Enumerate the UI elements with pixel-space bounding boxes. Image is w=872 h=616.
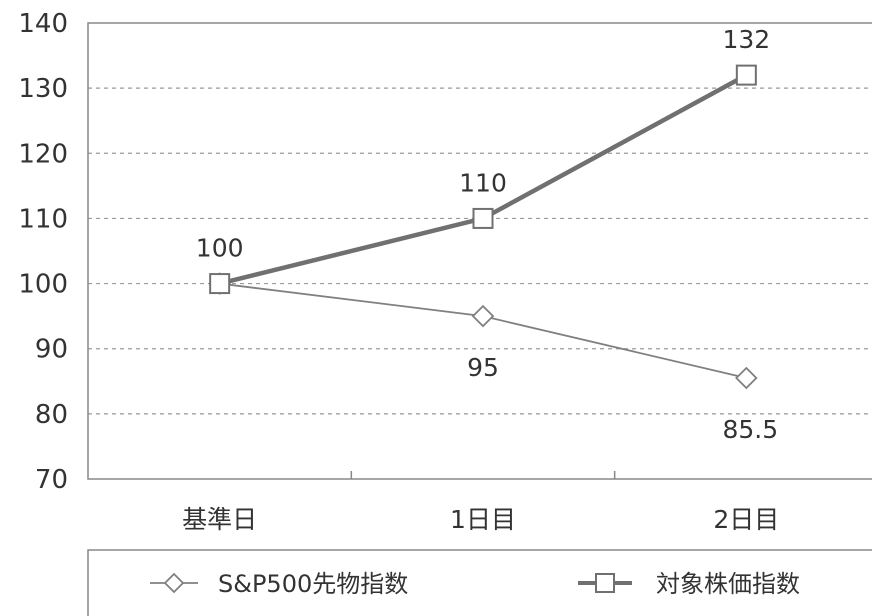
y-tick-label: 110 <box>18 204 68 234</box>
data-label-sp500: 95 <box>467 353 499 382</box>
legend-box <box>87 549 872 616</box>
data-label-target-index: 100 <box>196 234 244 263</box>
plot-frame <box>87 22 872 480</box>
y-tick-label: 70 <box>35 465 68 495</box>
y-tick-label: 90 <box>35 335 68 365</box>
data-label-target-index: 110 <box>459 168 507 197</box>
legend-label-sp500: S&P500先物指数 <box>218 570 408 598</box>
x-tick-label: 2日目 <box>713 505 779 534</box>
y-tick-label: 130 <box>18 74 68 104</box>
data-point-diamond <box>471 304 495 328</box>
y-tick-label: 80 <box>35 400 68 430</box>
legend: S&P500先物指数 対象株価指数 <box>87 549 872 616</box>
legend-item-target-index: 対象株価指数 <box>578 570 800 598</box>
legend-marker-diamond-icon <box>163 572 185 594</box>
y-axis: 70 80 90 100 110 120 130 140 <box>18 9 68 495</box>
x-tick-label: 基準日 <box>182 505 257 534</box>
y-tick-label: 140 <box>18 9 68 39</box>
data-point-square <box>472 207 494 229</box>
legend-item-sp500: S&P500先物指数 <box>150 570 408 598</box>
x-axis: 基準日 1日目 2日目 <box>182 471 779 534</box>
x-tick-label: 1日目 <box>450 505 516 534</box>
series <box>208 64 758 390</box>
y-tick-label: 120 <box>18 139 68 169</box>
legend-marker-square-icon <box>595 573 615 593</box>
y-tick-label: 100 <box>18 270 68 300</box>
data-labels: 95 85.5 100 110 132 <box>196 25 778 444</box>
legend-label-target-index: 対象株価指数 <box>656 570 800 598</box>
data-point-diamond <box>735 366 758 390</box>
data-label-sp500: 85.5 <box>722 415 778 444</box>
data-point-square <box>209 273 231 295</box>
data-label-target-index: 132 <box>722 25 770 54</box>
data-point-square <box>735 64 757 86</box>
